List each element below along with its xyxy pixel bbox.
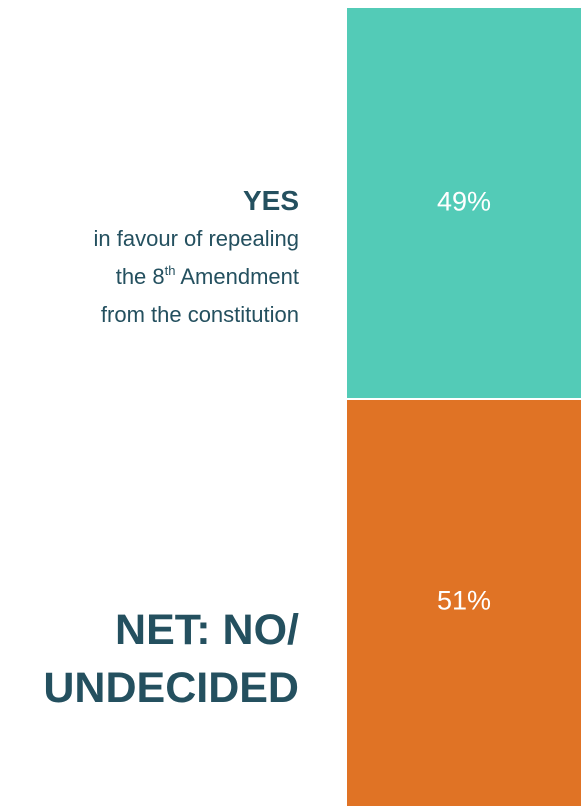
value-label: 49%	[437, 187, 491, 217]
description-text: the 8	[115, 263, 165, 289]
description-line: in favour of repealing	[94, 220, 299, 258]
description-text: from the constitution	[100, 301, 299, 327]
description-line: the 8th Amendment	[94, 258, 299, 296]
description-text: Amendment	[175, 263, 299, 289]
value-label: 51%	[437, 586, 491, 616]
bar-segment	[347, 399, 581, 806]
series-name: YES	[242, 184, 299, 216]
series-name: NET: NO/ UNDECIDED	[43, 605, 299, 712]
description-text: in favour of repealing	[93, 225, 299, 251]
bar-segment	[347, 8, 581, 400]
series-label: NET: NO/ UNDECIDED	[29, 601, 299, 717]
description-line: from the constitution	[94, 296, 299, 334]
series-label: YES in favour of repealing the 8th Amendme…	[94, 182, 299, 334]
superscript: th	[164, 262, 176, 278]
